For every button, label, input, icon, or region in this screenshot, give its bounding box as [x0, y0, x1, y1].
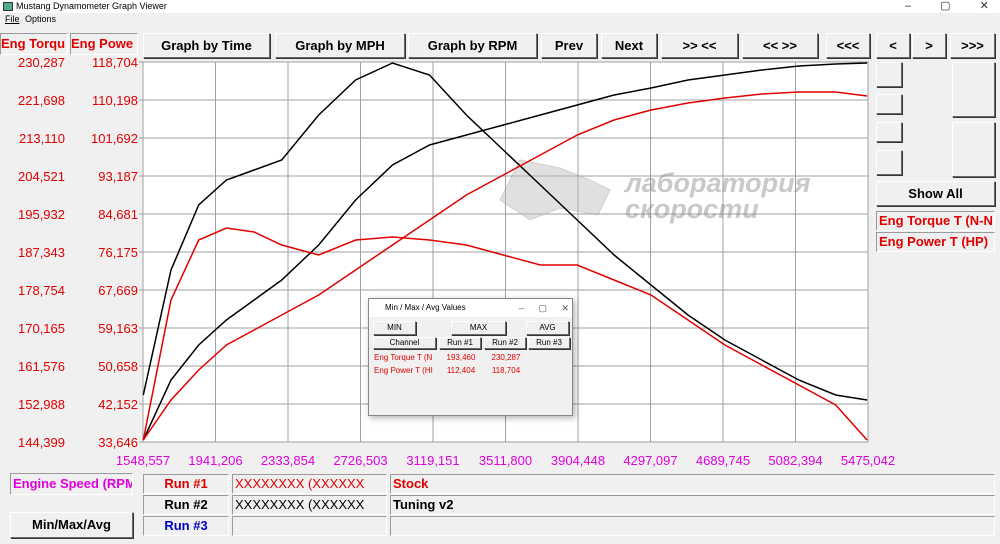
toolbar-button[interactable]: Graph by MPH	[275, 33, 405, 58]
title-bar: Mustang Dynamometer Graph Viewer	[0, 0, 1000, 13]
scroll-button[interactable]	[952, 62, 995, 117]
min-max-avg-button[interactable]: Min/Max/Avg	[10, 512, 133, 538]
y-tick-label: 204,521	[18, 169, 65, 184]
toolbar-button[interactable]: >	[912, 33, 946, 58]
toolbar-button[interactable]: << >>	[742, 33, 818, 58]
run-name: Tuning v2	[390, 495, 995, 515]
legend-entry[interactable]: Eng Power T (HP)	[876, 232, 995, 252]
dialog-controls[interactable]: – ▢ ✕	[519, 303, 569, 313]
x-tick-label: 3119,151	[406, 453, 459, 468]
y-tick-label: 213,110	[19, 131, 65, 146]
series-line	[142, 62, 868, 401]
menu-item[interactable]: File	[5, 14, 20, 24]
dialog-button[interactable]: AVG	[526, 321, 569, 335]
run-file: XXXXXXXX (XXXXXX	[232, 474, 387, 494]
scroll-button[interactable]	[876, 94, 902, 114]
toolbar-button[interactable]: Next	[601, 33, 657, 58]
dialog-cell: 230,287	[491, 353, 521, 362]
y-axis-label: Eng Torqu	[0, 33, 68, 55]
dialog: Min / Max / Avg Values – ▢ ✕ MIN MAX AVG Ch…	[368, 298, 573, 416]
y-tick-label: 221,698	[18, 93, 65, 108]
dialog-cell: 118,704	[491, 366, 521, 375]
toolbar-button[interactable]: Graph by RPM	[408, 33, 537, 58]
x-tick-label: 2726,503	[333, 453, 387, 468]
watermark-text: скорости	[625, 194, 759, 224]
app-icon	[3, 2, 13, 11]
series-line	[142, 91, 868, 441]
x-tick-label: 1548,557	[116, 453, 170, 468]
toolbar-button[interactable]: Graph by Time	[143, 33, 270, 58]
x-axis-label: Engine Speed (RPM	[10, 473, 133, 495]
y-tick-label: 195,932	[18, 207, 65, 222]
y-tick-label: 152,988	[18, 397, 65, 412]
x-tick-label: 5082,394	[768, 453, 822, 468]
y2-tick-label: 101,692	[91, 131, 138, 146]
y2-tick-label: 76,175	[98, 245, 138, 260]
x-tick-label: 1941,206	[188, 453, 242, 468]
y2-tick-label: 33,646	[98, 435, 138, 450]
toolbar-button[interactable]: >>>	[950, 33, 995, 58]
run-label: Run #2	[143, 495, 229, 515]
dialog-column-header: Run #3	[528, 337, 570, 349]
run-file: XXXXXXXX (XXXXXX	[232, 495, 387, 515]
x-tick-label: 4297,097	[623, 453, 677, 468]
dialog-cell: Eng Power T (HI	[374, 366, 433, 375]
show-all-button[interactable]: Show All	[876, 181, 995, 206]
y2-tick-label: 84,681	[98, 207, 138, 222]
x-tick-label: 3904,448	[551, 453, 605, 468]
scroll-button[interactable]	[876, 62, 902, 87]
window-controls[interactable]: – ▢ ✕	[905, 0, 989, 12]
y2-tick-label: 67,669	[98, 283, 138, 298]
run-label: Run #1	[143, 474, 229, 494]
menu-item[interactable]: Options	[25, 14, 57, 24]
run-name	[390, 516, 995, 536]
toolbar-button[interactable]: <<<	[826, 33, 870, 58]
toolbar-button[interactable]: Prev	[541, 33, 597, 58]
legend-entry[interactable]: Eng Torque T (N-N	[876, 211, 995, 231]
dialog-column-header: Channel	[373, 337, 436, 349]
toolbar-button[interactable]: >> <<	[661, 33, 738, 58]
series-line	[142, 62, 868, 441]
dialog-cell: Eng Torque T (N	[374, 353, 433, 362]
dialog-button[interactable]: MIN	[373, 321, 416, 335]
run-name: Stock	[390, 474, 995, 494]
watermark-logo	[499, 159, 611, 221]
watermark-text: лаборатория	[623, 168, 811, 198]
y-tick-label: 170,165	[18, 321, 65, 336]
dialog-column-header: Run #1	[439, 337, 481, 349]
dialog-title: Min / Max / Avg Values	[369, 299, 572, 317]
y2-tick-label: 59,163	[98, 321, 138, 336]
toolbar-button[interactable]: <	[876, 33, 910, 58]
dialog-cell: 112,404	[446, 366, 476, 375]
x-tick-label: 2333,854	[261, 453, 315, 468]
y2-tick-label: 93,187	[98, 169, 138, 184]
y-tick-label: 144,399	[18, 435, 65, 450]
y2-axis-label: Eng Powe	[70, 33, 138, 55]
y2-tick-label: 42,152	[98, 397, 138, 412]
run-file	[232, 516, 387, 536]
y-tick-label: 230,287	[18, 55, 65, 70]
y2-tick-label: 50,658	[98, 359, 138, 374]
y2-tick-label: 110,198	[92, 93, 138, 108]
y-tick-label: 187,343	[18, 245, 65, 260]
window-title: Mustang Dynamometer Graph Viewer	[16, 1, 167, 11]
x-tick-label: 4689,745	[696, 453, 750, 468]
dialog-column-header: Run #2	[484, 337, 526, 349]
scroll-button[interactable]	[876, 150, 902, 175]
scroll-button[interactable]	[952, 122, 995, 177]
y-tick-label: 178,754	[18, 283, 65, 298]
dialog-button[interactable]: MAX	[451, 321, 506, 335]
y2-tick-label: 118,704	[92, 55, 138, 70]
series-line	[142, 227, 868, 441]
run-label: Run #3	[143, 516, 229, 536]
dialog-cell: 193,460	[446, 353, 476, 362]
y-tick-label: 161,576	[18, 359, 65, 374]
x-tick-label: 3511,800	[479, 453, 532, 468]
x-tick-label: 5475,042	[841, 453, 895, 468]
scroll-button[interactable]	[876, 122, 902, 142]
